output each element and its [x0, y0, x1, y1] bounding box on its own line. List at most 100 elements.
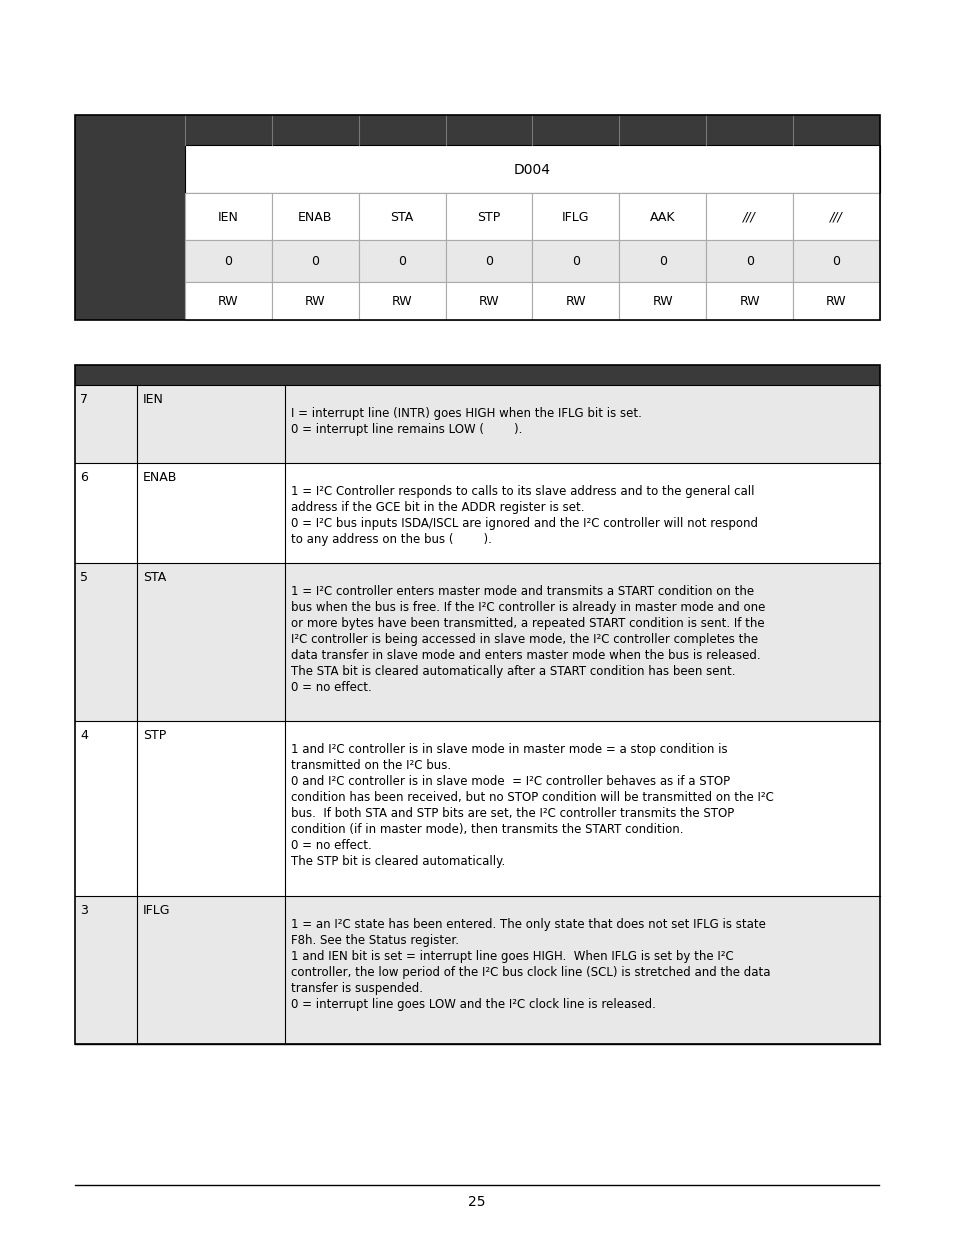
Bar [532, 240, 618, 282]
Bar [618, 193, 705, 240]
Text: 0: 0 [832, 254, 840, 268]
Bar [358, 240, 445, 282]
Text: ENAB: ENAB [143, 471, 177, 484]
Bar [272, 240, 358, 282]
Text: 1 = I²C Controller responds to calls to its slave address and to the general cal: 1 = I²C Controller responds to calls to … [291, 485, 754, 498]
Text: 3: 3 [80, 904, 88, 918]
Text: 4: 4 [80, 729, 88, 742]
Text: condition (if in master mode), then transmits the START condition.: condition (if in master mode), then tran… [291, 823, 682, 836]
Bar [75, 563, 879, 721]
Bar [445, 193, 532, 240]
Text: RW: RW [478, 295, 498, 308]
Text: IEN: IEN [143, 393, 164, 406]
Text: 1 = I²C controller enters master mode and transmits a START condition on the: 1 = I²C controller enters master mode an… [291, 585, 753, 598]
Text: ///: /// [829, 210, 842, 224]
Bar [272, 282, 358, 320]
Text: 25: 25 [468, 1195, 485, 1209]
Bar [75, 193, 185, 240]
Text: transfer is suspended.: transfer is suspended. [291, 982, 422, 995]
Text: I = interrupt line (INTR) goes HIGH when the IFLG bit is set.: I = interrupt line (INTR) goes HIGH when… [291, 408, 641, 420]
Bar [75, 115, 879, 144]
Bar [532, 282, 618, 320]
Text: The STA bit is cleared automatically after a START condition has been sent.: The STA bit is cleared automatically aft… [291, 664, 735, 678]
Bar [532, 193, 618, 240]
Bar [705, 282, 792, 320]
Bar [618, 240, 705, 282]
Text: STP: STP [143, 729, 166, 742]
Text: condition has been received, but no STOP condition will be transmitted on the I²: condition has been received, but no STOP… [291, 790, 773, 804]
Text: bus when the bus is free. If the I²C controller is already in master mode and on: bus when the bus is free. If the I²C con… [291, 601, 764, 614]
Bar [75, 240, 185, 282]
Text: or more bytes have been transmitted, a repeated START condition is sent. If the: or more bytes have been transmitted, a r… [291, 618, 763, 630]
Text: STA: STA [143, 571, 166, 584]
Bar [185, 144, 879, 193]
Text: F8h. See the Status register.: F8h. See the Status register. [291, 934, 458, 947]
Text: D004: D004 [514, 163, 551, 177]
Bar [272, 193, 358, 240]
Bar [75, 366, 879, 1044]
Text: The STP bit is cleared automatically.: The STP bit is cleared automatically. [291, 855, 505, 868]
Text: RW: RW [305, 295, 325, 308]
Bar [75, 897, 879, 1044]
Text: 0: 0 [224, 254, 233, 268]
Bar [358, 282, 445, 320]
Text: 0: 0 [659, 254, 666, 268]
Bar [75, 366, 879, 385]
Text: RW: RW [565, 295, 586, 308]
Text: 1 = an I²C state has been entered. The only state that does not set IFLG is stat: 1 = an I²C state has been entered. The o… [291, 918, 765, 931]
Text: 0 = interrupt line goes LOW and the I²C clock line is released.: 0 = interrupt line goes LOW and the I²C … [291, 998, 656, 1011]
Bar [705, 240, 792, 282]
Bar [445, 240, 532, 282]
Text: 0 = I²C bus inputs ISDA/ISCL are ignored and the I²C controller will not respond: 0 = I²C bus inputs ISDA/ISCL are ignored… [291, 517, 758, 530]
Text: IFLG: IFLG [561, 210, 589, 224]
Bar [75, 115, 879, 320]
Bar [792, 240, 879, 282]
Text: ///: /// [742, 210, 756, 224]
Bar [618, 282, 705, 320]
Bar [705, 193, 792, 240]
Text: STA: STA [390, 210, 414, 224]
Text: IEN: IEN [218, 210, 238, 224]
Bar [75, 721, 879, 897]
Bar [75, 463, 879, 563]
Text: I²C controller is being accessed in slave mode, the I²C controller completes the: I²C controller is being accessed in slav… [291, 634, 758, 646]
Text: 0: 0 [484, 254, 493, 268]
Bar [75, 282, 185, 320]
Text: RW: RW [392, 295, 412, 308]
Bar [75, 144, 185, 193]
Bar [792, 282, 879, 320]
Text: 7: 7 [80, 393, 88, 406]
Text: AAK: AAK [649, 210, 675, 224]
Bar [185, 240, 272, 282]
Text: RW: RW [218, 295, 238, 308]
Text: 0: 0 [311, 254, 319, 268]
Bar [445, 282, 532, 320]
Bar [75, 385, 879, 463]
Bar [185, 282, 272, 320]
Text: RW: RW [825, 295, 846, 308]
Text: RW: RW [739, 295, 760, 308]
Bar [185, 193, 272, 240]
Text: data transfer in slave mode and enters master mode when the bus is released.: data transfer in slave mode and enters m… [291, 650, 760, 662]
Text: controller, the low period of the I²C bus clock line (SCL) is stretched and the : controller, the low period of the I²C bu… [291, 966, 770, 979]
Text: transmitted on the I²C bus.: transmitted on the I²C bus. [291, 760, 451, 772]
Text: bus.  If both STA and STP bits are set, the I²C controller transmits the STOP: bus. If both STA and STP bits are set, t… [291, 806, 734, 820]
Text: 1 and IEN bit is set = interrupt line goes HIGH.  When IFLG is set by the I²C: 1 and IEN bit is set = interrupt line go… [291, 950, 733, 963]
Text: 0: 0 [745, 254, 753, 268]
Text: 0 = interrupt line remains LOW (        ).: 0 = interrupt line remains LOW ( ). [291, 424, 522, 436]
Text: 0 = no effect.: 0 = no effect. [291, 839, 372, 852]
Bar [792, 193, 879, 240]
Text: 0 and I²C controller is in slave mode  = I²C controller behaves as if a STOP: 0 and I²C controller is in slave mode = … [291, 776, 729, 788]
Text: ENAB: ENAB [297, 210, 333, 224]
Text: 5: 5 [80, 571, 88, 584]
Bar [358, 193, 445, 240]
Text: STP: STP [476, 210, 500, 224]
Text: IFLG: IFLG [143, 904, 171, 918]
Text: to any address on the bus (        ).: to any address on the bus ( ). [291, 534, 492, 546]
Text: RW: RW [652, 295, 673, 308]
Text: 0 = no effect.: 0 = no effect. [291, 680, 372, 694]
Text: address if the GCE bit in the ADDR register is set.: address if the GCE bit in the ADDR regis… [291, 501, 584, 514]
Text: 1 and I²C controller is in slave mode in master mode = a stop condition is: 1 and I²C controller is in slave mode in… [291, 743, 727, 756]
Text: 6: 6 [80, 471, 88, 484]
Text: 0: 0 [572, 254, 579, 268]
